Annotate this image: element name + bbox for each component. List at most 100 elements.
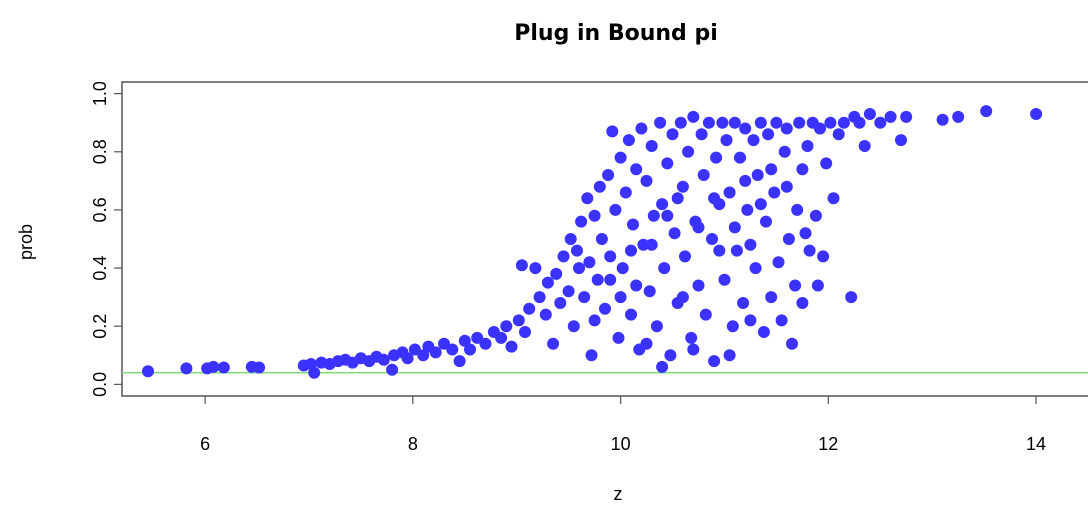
data-point xyxy=(863,108,876,120)
data-point xyxy=(710,151,723,164)
data-point xyxy=(739,174,752,187)
data-point xyxy=(593,180,606,193)
data-point xyxy=(668,227,681,240)
data-point xyxy=(692,221,705,234)
data-point xyxy=(533,291,546,304)
data-point xyxy=(616,262,629,275)
data-point xyxy=(588,314,601,327)
data-point xyxy=(635,122,648,135)
data-point xyxy=(529,262,542,275)
data-point xyxy=(562,285,575,298)
data-point xyxy=(749,262,762,275)
data-point xyxy=(811,279,824,292)
data-point xyxy=(723,349,736,362)
data-point xyxy=(754,116,767,129)
data-point xyxy=(799,227,812,240)
data-point xyxy=(687,110,700,123)
data-point xyxy=(630,279,643,292)
data-point xyxy=(661,157,674,170)
data-point xyxy=(656,360,669,373)
y-tick-label: 0.8 xyxy=(90,139,110,164)
data-point xyxy=(619,186,632,199)
data-point xyxy=(853,116,866,129)
data-point xyxy=(827,192,840,205)
x-axis: 6 8 10 12 14 xyxy=(200,396,1046,454)
data-point xyxy=(671,192,684,205)
data-point xyxy=(718,273,731,286)
data-point xyxy=(512,314,525,327)
data-point xyxy=(765,291,778,304)
data-point xyxy=(622,134,635,147)
data-point xyxy=(676,291,689,304)
data-point xyxy=(640,174,653,187)
data-point xyxy=(417,349,430,362)
data-point xyxy=(627,218,639,231)
data-point xyxy=(760,215,772,228)
data-point xyxy=(754,198,767,211)
data-point xyxy=(573,262,585,275)
data-point xyxy=(650,320,663,333)
y-tick-label: 1.0 xyxy=(90,81,110,106)
x-axis-label: z xyxy=(614,484,623,504)
data-point xyxy=(687,343,700,356)
data-point xyxy=(801,140,814,152)
data-point xyxy=(500,320,513,333)
data-point xyxy=(716,116,729,129)
x-tick-label: 10 xyxy=(611,434,631,454)
data-point xyxy=(401,352,414,365)
data-point xyxy=(858,140,871,152)
data-point xyxy=(747,134,760,147)
data-point xyxy=(547,337,560,350)
data-point xyxy=(702,116,715,129)
x-tick-label: 8 xyxy=(408,434,418,454)
data-point xyxy=(796,163,809,176)
data-point xyxy=(884,110,897,123)
data-point xyxy=(765,163,778,176)
data-point xyxy=(762,128,775,141)
data-point xyxy=(429,346,442,359)
data-point xyxy=(609,203,622,216)
data-point xyxy=(674,116,687,129)
data-point xyxy=(645,140,658,152)
data-point xyxy=(780,122,793,135)
data-point xyxy=(832,128,845,141)
data-point xyxy=(386,363,399,376)
data-point xyxy=(658,262,671,275)
data-point xyxy=(708,192,721,205)
data-point xyxy=(539,308,552,321)
data-point xyxy=(180,362,193,375)
data-point xyxy=(557,250,570,263)
data-point xyxy=(697,169,710,181)
data-point xyxy=(550,267,563,280)
data-point xyxy=(713,244,726,257)
x-tick-label: 14 xyxy=(1026,434,1046,454)
data-point xyxy=(676,180,689,193)
data-point xyxy=(741,203,754,216)
data-point xyxy=(744,314,757,327)
data-point xyxy=(695,128,708,141)
data-point xyxy=(656,198,669,211)
data-point xyxy=(780,180,793,193)
data-point xyxy=(612,331,625,344)
data-point xyxy=(647,209,660,222)
data-point xyxy=(739,122,752,135)
data-point xyxy=(751,169,764,181)
y-axis: 0.0 0.2 0.4 0.6 0.8 1.0 xyxy=(90,81,122,397)
data-point xyxy=(505,340,518,353)
data-point xyxy=(575,215,588,228)
data-point xyxy=(142,365,154,378)
y-tick-label: 0.0 xyxy=(90,372,110,397)
data-point xyxy=(770,116,783,129)
data-point xyxy=(699,308,712,321)
data-point xyxy=(554,297,567,309)
data-point xyxy=(614,151,627,164)
data-point xyxy=(515,259,528,272)
data-point xyxy=(786,337,798,350)
data-point xyxy=(602,169,615,181)
data-point xyxy=(817,250,830,263)
data-point xyxy=(734,151,746,164)
data-point xyxy=(793,116,806,129)
data-point xyxy=(796,297,809,309)
y-tick-label: 0.6 xyxy=(90,197,110,222)
data-point xyxy=(217,361,230,374)
